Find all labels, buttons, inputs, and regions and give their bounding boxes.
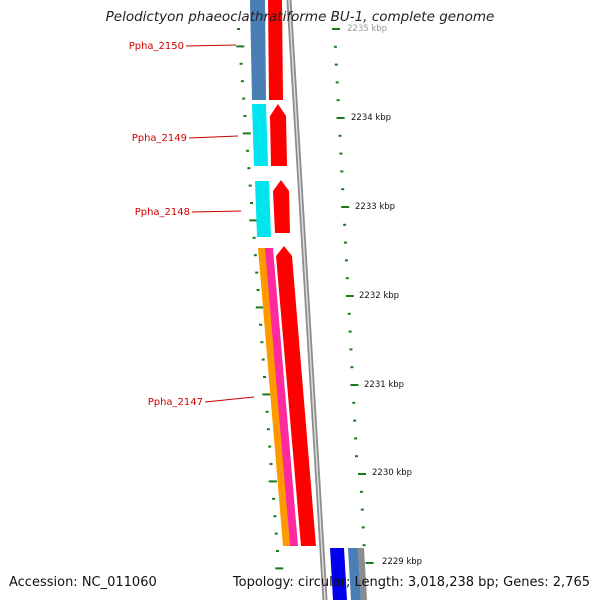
scale-tick	[344, 241, 347, 244]
scale-tick	[266, 428, 270, 431]
scale-tick	[350, 384, 359, 386]
ppha-2150-forward-cds[interactable]	[268, 0, 283, 100]
ppha-2147-orange-feature[interactable]	[258, 248, 290, 546]
scale-tick	[247, 167, 251, 170]
scale-tick	[341, 188, 345, 191]
ppha-2147-forward-cds[interactable]	[276, 246, 316, 546]
scale-tick	[352, 401, 356, 404]
gene-label-ppha-2148[interactable]: Ppha_2148	[135, 207, 242, 218]
scale-tick	[250, 202, 253, 204]
scale-tick	[341, 206, 350, 208]
scale-tick	[360, 508, 364, 511]
scale-tick	[344, 259, 348, 262]
scale-tick	[276, 550, 279, 552]
scale-tick	[365, 562, 374, 564]
scale-tick	[236, 45, 245, 48]
scale-tick	[248, 184, 252, 187]
scale-tick	[261, 358, 265, 361]
scale-tick	[353, 419, 357, 422]
gene-label-ppha-2147[interactable]: Ppha_2147	[148, 396, 255, 408]
next-gene-gray-block	[358, 548, 367, 600]
ppha-2148-reverse-block[interactable]	[255, 181, 271, 237]
svg-text:Ppha_2149: Ppha_2149	[132, 133, 187, 144]
scale-tick	[338, 134, 342, 137]
scale-tick	[242, 132, 251, 135]
scale-label-2235: 2235 kbp	[347, 24, 387, 34]
scale-label-2233: 2233 kbp	[355, 202, 395, 212]
scale-tick	[262, 393, 271, 396]
svg-text:Ppha_2148: Ppha_2148	[135, 207, 190, 218]
scale-label-2234: 2234 kbp	[351, 113, 391, 123]
scale-tick	[361, 526, 365, 529]
scale-tick	[358, 473, 366, 475]
scale-tick	[249, 219, 258, 222]
tick-marks	[236, 28, 374, 570]
scale-tick	[246, 149, 250, 152]
svg-text:Ppha_2147: Ppha_2147	[148, 397, 203, 408]
next-gene-blue-block	[330, 548, 347, 600]
scale-label-2230: 2230 kbp	[372, 468, 412, 478]
scale-tick	[273, 515, 277, 518]
scale-tick	[263, 376, 266, 378]
scale-tick	[336, 117, 345, 119]
scale-tick	[275, 567, 284, 570]
scale-tick	[265, 410, 269, 413]
scale-tick	[255, 306, 264, 309]
scale-tick	[343, 223, 347, 226]
next-gene-steel-block	[348, 548, 361, 600]
scale-label-2229: 2229 kbp	[382, 557, 422, 567]
scale-tick	[252, 236, 256, 239]
scale-tick	[274, 532, 278, 535]
scale-tick	[253, 254, 257, 257]
scale-tick	[332, 28, 340, 30]
scale-tick	[243, 115, 247, 117]
ppha-2149-forward-cds[interactable]	[270, 104, 287, 166]
scale-tick	[260, 341, 264, 344]
scale-tick	[348, 330, 352, 333]
map-title: Pelodictyon phaeoclathratiforme BU-1, co…	[105, 9, 495, 25]
scale-tick	[345, 277, 349, 280]
svg-text:Ppha_2150: Ppha_2150	[129, 41, 184, 52]
scale-tick	[239, 62, 243, 65]
scale-tick	[350, 366, 354, 369]
gene-label-ppha-2150[interactable]: Ppha_2150	[129, 41, 237, 52]
scale-tick	[354, 437, 358, 440]
scale-tick	[347, 312, 351, 315]
scale-tick	[256, 289, 260, 291]
gene-label-ppha-2149[interactable]: Ppha_2149	[132, 133, 239, 144]
scale-tick	[269, 463, 273, 465]
scale-tick	[362, 544, 366, 547]
scale-labels: 2235 kbp 2234 kbp 2233 kbp 2232 kbp 2231…	[347, 24, 422, 567]
scale-tick	[336, 99, 340, 102]
ppha-2150-reverse-block[interactable]	[250, 0, 266, 100]
scale-tick	[268, 480, 277, 483]
scale-tick	[334, 63, 338, 66]
scale-tick	[242, 97, 246, 100]
scale-tick	[333, 45, 337, 48]
accession-text: Accession: NC_011060	[9, 575, 157, 590]
scale-tick	[237, 28, 240, 30]
scale-tick	[240, 80, 244, 83]
scale-tick	[355, 455, 358, 458]
scale-tick	[268, 445, 272, 448]
ppha-2148-forward-cds[interactable]	[273, 180, 290, 233]
scale-tick	[339, 152, 343, 155]
ppha-2147-pink-feature[interactable]	[265, 248, 298, 546]
ppha-2149-reverse-block[interactable]	[252, 104, 268, 166]
scale-tick	[259, 323, 263, 326]
scale-label-2231: 2231 kbp	[364, 380, 404, 390]
scale-tick	[335, 81, 339, 84]
scale-label-2232: 2232 kbp	[359, 291, 399, 301]
scale-tick	[272, 497, 276, 500]
scale-tick	[255, 271, 259, 274]
scale-tick	[345, 295, 354, 297]
scale-tick	[340, 170, 344, 173]
scale-tick	[359, 490, 363, 493]
genome-summary-text: Topology: circular; Length: 3,018,238 bp…	[232, 575, 590, 590]
scale-tick	[349, 348, 353, 351]
